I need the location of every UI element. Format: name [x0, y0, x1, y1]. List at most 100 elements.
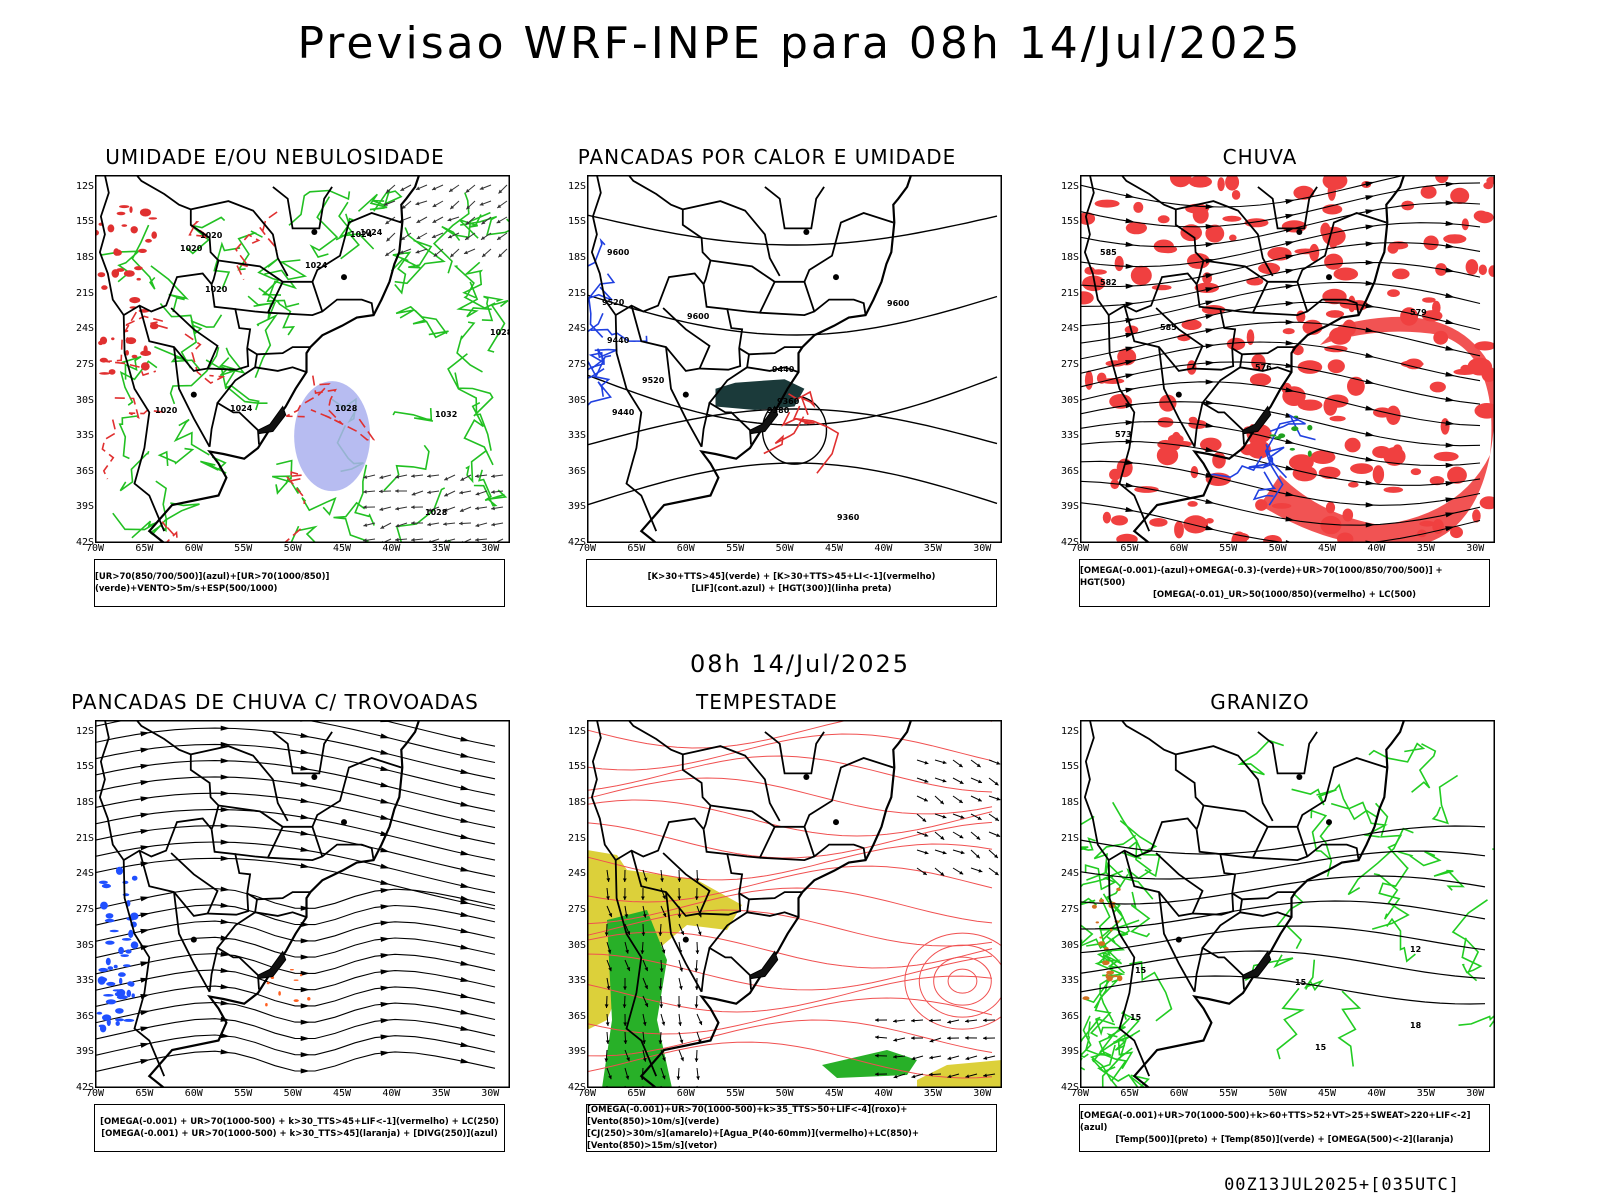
wind-vector-head — [893, 1054, 897, 1059]
rain-area-red — [1432, 300, 1441, 315]
streamline-arrow — [300, 814, 310, 820]
wind-vector-head — [695, 878, 700, 882]
lc850-streamline-red — [587, 909, 993, 947]
streamline-arrow — [1125, 193, 1135, 199]
wind-vector-head — [475, 523, 480, 528]
wind-vector-head — [448, 234, 453, 239]
map-panel-5: TEMPESTADE 12S 15S 18S 21S 24S 27S 30S 33S 36S 39S… — [532, 690, 1002, 1170]
border-line — [764, 186, 825, 230]
omega-green — [1307, 450, 1312, 457]
wind-vector-head — [475, 474, 479, 478]
border-line — [267, 843, 375, 862]
temp850-green — [1386, 917, 1416, 963]
streamline-arrow — [1445, 319, 1455, 325]
divergence-blue — [103, 994, 114, 997]
wind-vector-head — [694, 896, 699, 900]
humidity-contour-green — [392, 251, 412, 295]
rain-area-red — [1392, 444, 1403, 456]
temp850-green — [1099, 974, 1117, 1023]
wind-vector-head — [399, 250, 404, 254]
streamline-arrow — [460, 1042, 470, 1048]
divergence-blue — [115, 866, 124, 875]
map-area — [587, 720, 1002, 1088]
contour-label: 9360 — [777, 397, 800, 406]
border-line — [254, 366, 307, 373]
legend-line: [LIF](cont.azul) + [HGT(300)](linha pret… — [691, 584, 892, 594]
wind-vector-head — [942, 850, 947, 855]
wind-vector-head — [395, 489, 399, 493]
map-frame — [95, 175, 510, 543]
red-spot — [129, 297, 141, 304]
streamline-arrow — [1365, 456, 1375, 462]
streamline-arrow — [1205, 422, 1215, 428]
streamline-arrow — [300, 954, 310, 960]
hgt300-contour — [587, 462, 998, 506]
lake-blob — [1296, 228, 1303, 235]
wind-vector-head — [996, 761, 1001, 765]
east-coastline — [1132, 720, 1406, 1088]
streamline-arrow — [380, 953, 390, 959]
rain-area-red — [1347, 376, 1365, 396]
longitude-label: 60W — [1169, 543, 1188, 554]
wind-vector-head — [385, 220, 390, 225]
streamline-arrow — [1445, 526, 1455, 532]
lc850-streamline-red — [587, 975, 993, 1013]
wind-vector-head — [994, 781, 999, 786]
streamline-arrow — [380, 1034, 390, 1040]
longitude-label: 70W — [85, 543, 105, 554]
latitude-label: 42S — [1060, 1082, 1079, 1093]
streamline-arrow — [460, 834, 470, 840]
humidity-contour-green — [301, 497, 337, 516]
streamline-arrow — [140, 1059, 150, 1065]
rain-area-red — [1474, 341, 1495, 351]
hgt300-contour — [587, 408, 998, 446]
streamline-arrow — [300, 732, 310, 739]
latitude-label: 27S — [75, 358, 94, 370]
wind-vector-head — [380, 525, 385, 529]
omega500-orange — [1117, 975, 1123, 982]
wind-vector-head — [959, 870, 964, 875]
border-line — [1252, 843, 1360, 862]
streamline-arrow — [220, 774, 230, 780]
border-line — [1089, 720, 1205, 830]
rain-area-red — [1205, 224, 1225, 243]
map-area — [95, 720, 510, 1088]
omega-green — [1291, 426, 1299, 432]
border-line — [1155, 284, 1237, 371]
border-line — [98, 720, 213, 862]
streamline — [1080, 175, 1409, 208]
omega500-orange — [1111, 975, 1119, 978]
panel-title: UMIDADE E/OU NEBULOSIDADE — [105, 145, 445, 169]
streamline-arrow — [300, 830, 310, 836]
streamline-arrow — [1205, 273, 1215, 279]
streamline-arrow — [1445, 512, 1455, 518]
streamline-arrow — [140, 1042, 150, 1048]
wind-vector-head — [427, 522, 431, 527]
contour-label: 15 — [1315, 1043, 1327, 1052]
rain-area-red — [1450, 526, 1463, 539]
streamline-arrow — [1445, 243, 1455, 249]
lake-blob — [341, 274, 347, 281]
wind-vector-head — [644, 967, 649, 972]
longitude-label: 55W — [1219, 543, 1238, 554]
wind-vector-head — [386, 237, 391, 242]
lc850-streamline-red — [587, 931, 993, 969]
streamline-arrow — [380, 920, 390, 926]
omega500-orange — [1106, 975, 1113, 982]
latitude-label: 18S — [75, 797, 94, 809]
humidity-contour-green — [453, 265, 496, 310]
wind-vector-head — [432, 186, 437, 191]
streamline-arrow — [1205, 400, 1215, 406]
latitude-label: 18S — [75, 252, 94, 264]
streamline-arrow — [380, 749, 390, 755]
wind-vector-head — [662, 895, 666, 900]
streamline-arrow — [220, 741, 230, 748]
wind-vector-head — [444, 492, 449, 497]
streamline-arrow — [460, 785, 470, 791]
border-line — [190, 200, 289, 277]
humidity-contour-green — [118, 415, 138, 460]
border-line — [662, 829, 744, 916]
wind-vector-head — [976, 763, 981, 768]
lake-blob — [1296, 773, 1303, 780]
red-spot — [99, 357, 108, 363]
